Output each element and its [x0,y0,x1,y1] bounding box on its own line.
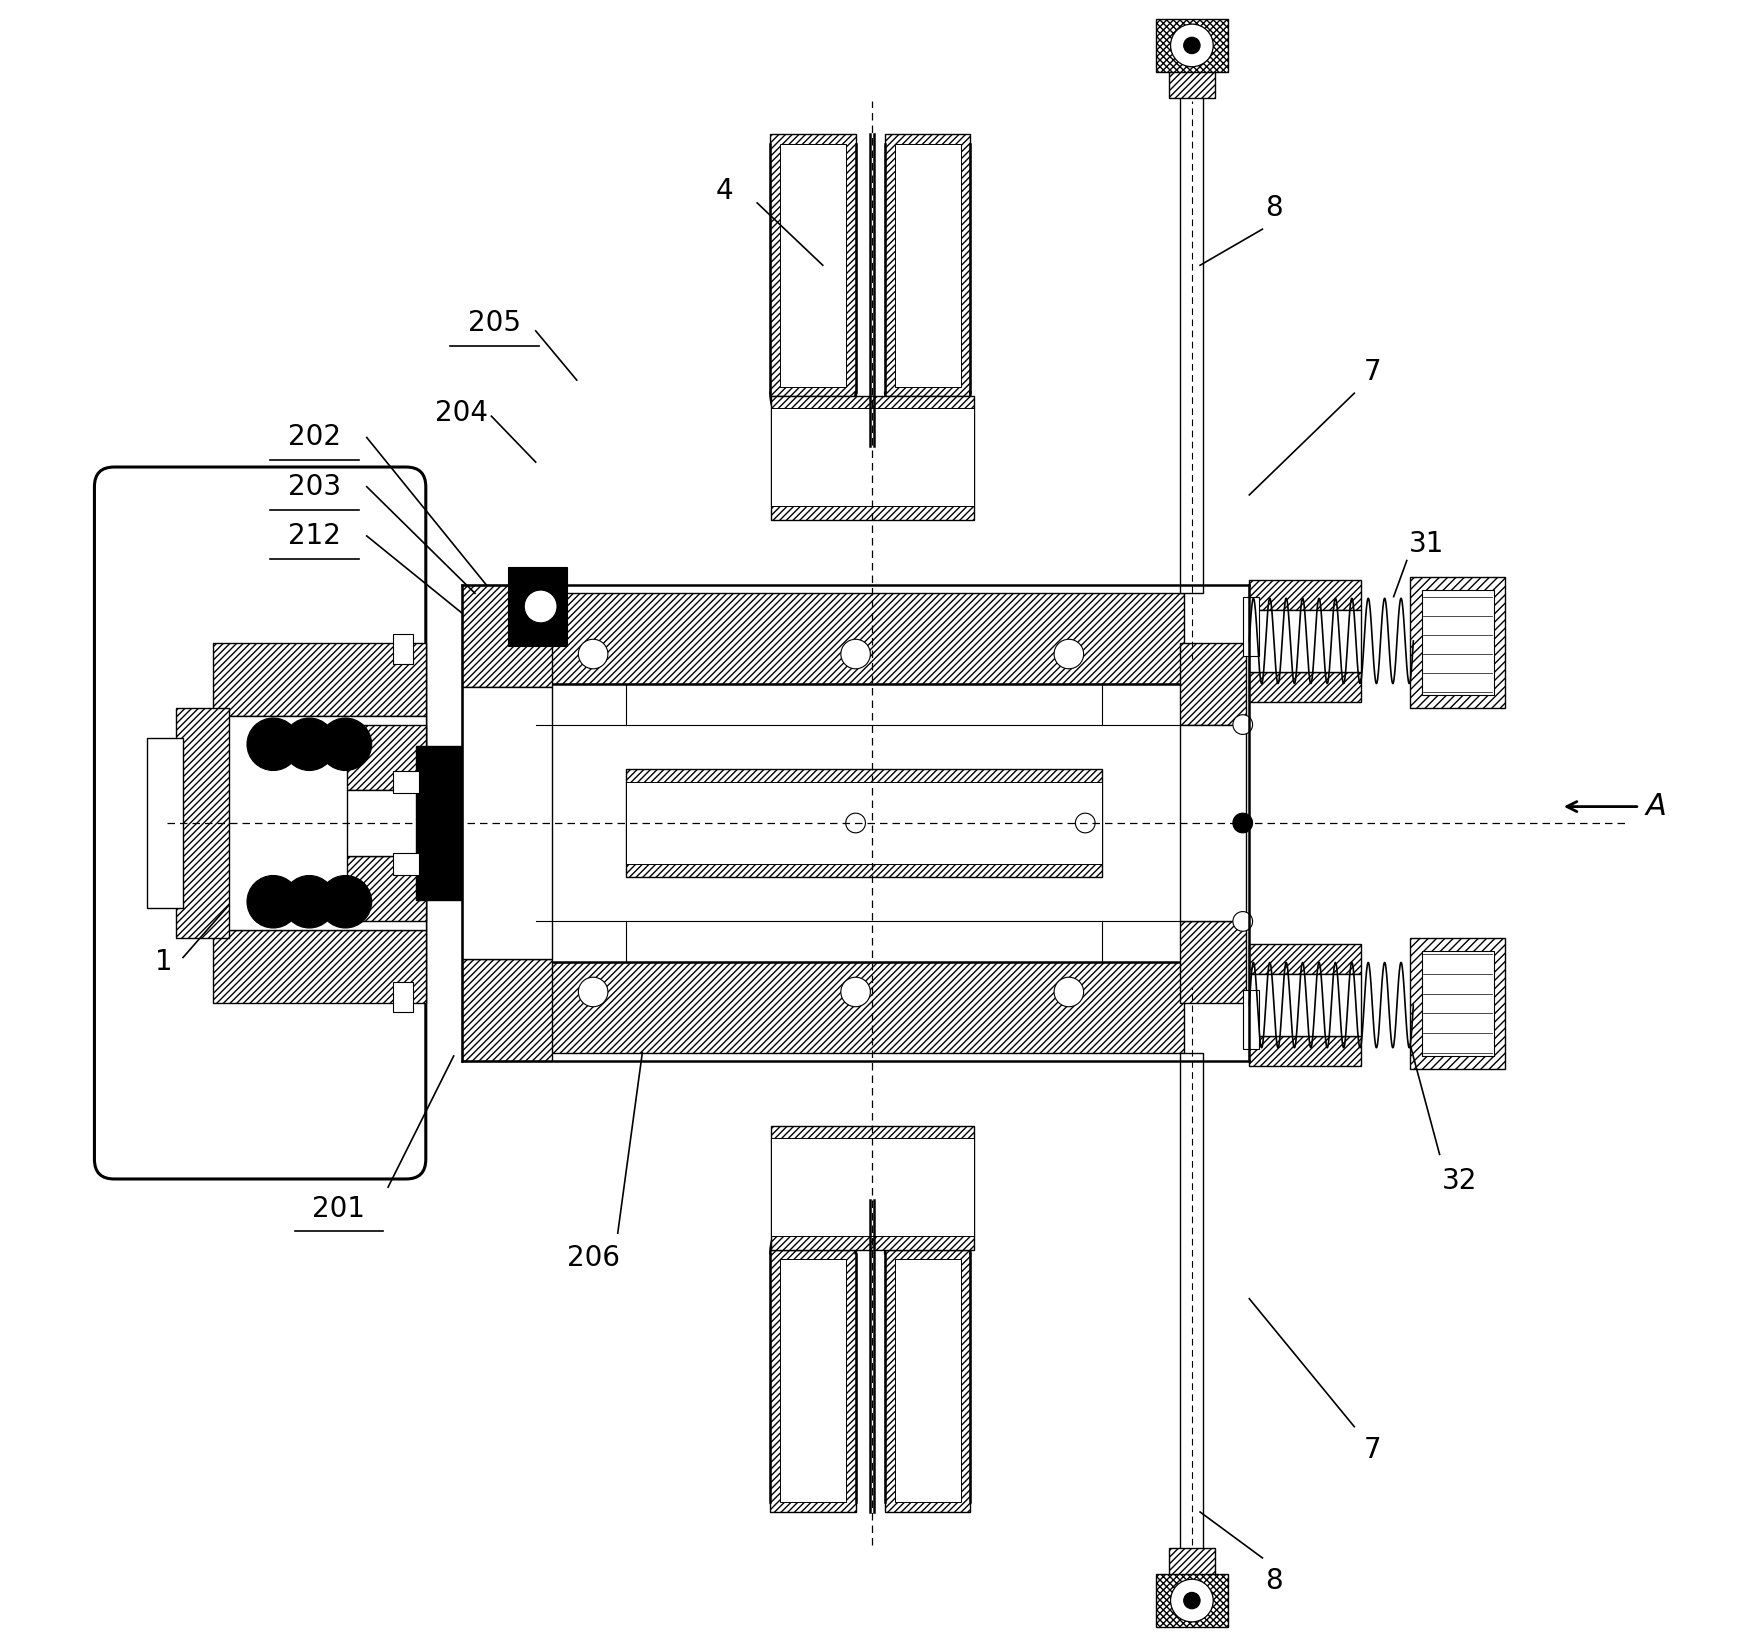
Text: 4: 4 [715,178,732,206]
Bar [626,769,1102,877]
Text: 1: 1 [155,948,173,976]
Circle shape [1233,714,1252,734]
Bar [535,593,1184,683]
Text: 203: 203 [288,472,340,500]
Text: 8: 8 [1264,194,1284,222]
Circle shape [1233,912,1252,932]
Bar [213,642,426,716]
Bar [392,853,419,876]
Bar [1168,69,1216,97]
Circle shape [1170,25,1214,67]
Bar [176,708,228,938]
Text: 202: 202 [288,423,340,451]
Bar [1411,578,1505,708]
Bar [771,397,975,520]
Circle shape [248,876,300,928]
Circle shape [579,978,609,1007]
Bar [1181,922,1245,1004]
Bar [1181,86,1203,593]
Bar [1411,938,1505,1068]
Text: 32: 32 [1442,1167,1477,1195]
Bar [462,584,553,686]
Circle shape [296,731,323,757]
Circle shape [1053,639,1083,668]
Bar [780,143,846,387]
Bar [213,930,426,1004]
Bar [1249,974,1360,1037]
Bar [347,790,426,856]
Circle shape [579,639,609,668]
Bar [1156,20,1228,72]
Circle shape [248,718,300,770]
Circle shape [1184,1592,1200,1608]
Bar [1181,1053,1203,1560]
Circle shape [319,876,371,928]
Bar [535,963,1184,1053]
Circle shape [841,639,870,668]
Text: A: A [1646,792,1667,821]
Circle shape [846,813,865,833]
Bar [1243,991,1259,1050]
Bar [1181,724,1245,922]
Bar [462,960,553,1062]
Bar [1243,596,1259,655]
Circle shape [283,876,335,928]
Bar [1249,609,1360,672]
Circle shape [1233,813,1252,833]
Bar [1156,1574,1228,1626]
Bar [1181,642,1245,724]
Bar [462,686,553,960]
Bar [1249,1037,1360,1067]
Bar [535,683,1184,963]
Bar [527,579,555,632]
Bar [392,983,413,1012]
Circle shape [1053,978,1083,1007]
Bar [1168,1549,1216,1577]
Bar [886,133,970,397]
Bar [771,408,975,507]
Bar [146,737,183,909]
Bar [1421,951,1493,1057]
Bar [347,724,426,790]
Bar [347,856,426,922]
Bar [1421,589,1493,695]
Bar [417,746,462,900]
Circle shape [841,978,870,1007]
Bar [771,133,856,397]
Circle shape [1170,1579,1214,1621]
Circle shape [525,589,556,622]
Text: 206: 206 [567,1244,619,1272]
Bar [771,1137,975,1236]
Text: 212: 212 [288,522,340,550]
Bar [392,634,413,663]
Text: 31: 31 [1409,530,1444,558]
Bar [1249,672,1360,701]
Bar [895,1259,961,1503]
Text: 7: 7 [1364,1435,1381,1463]
Text: 205: 205 [467,309,521,337]
Circle shape [283,718,335,770]
Text: 204: 204 [436,398,488,426]
Circle shape [296,889,323,915]
Bar [771,1126,975,1249]
Bar [626,782,1102,864]
Bar [213,716,426,930]
Bar [886,1249,970,1513]
Text: 7: 7 [1364,357,1381,385]
Bar [895,143,961,387]
Bar [771,1249,856,1513]
Bar [392,770,419,793]
Bar [1249,945,1360,974]
Bar [508,568,567,645]
Bar [1249,579,1360,609]
Text: 8: 8 [1264,1567,1284,1595]
Circle shape [1076,813,1095,833]
Bar [780,1259,846,1503]
Circle shape [1184,38,1200,54]
Text: 201: 201 [312,1195,364,1223]
Circle shape [319,718,371,770]
